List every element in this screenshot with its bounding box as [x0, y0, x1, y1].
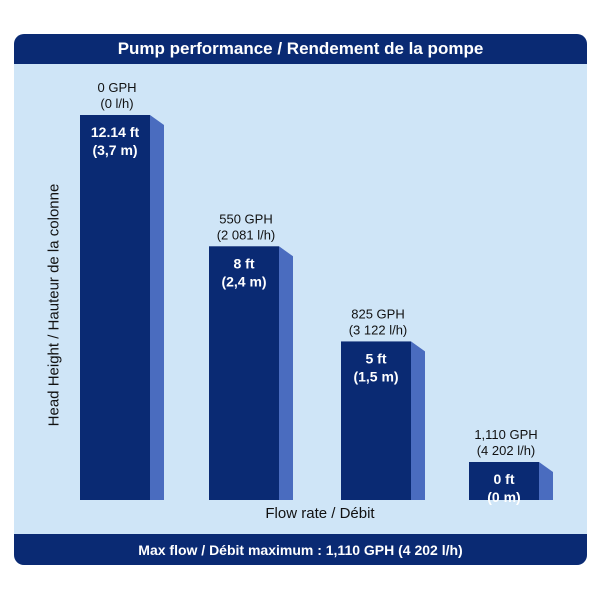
bar: [469, 462, 539, 500]
bar-value-sublabel: (2,4 m): [221, 273, 266, 289]
bar-value-sublabel: (3,7 m): [92, 142, 137, 158]
bar: [209, 246, 279, 500]
max-flow-footer: Max flow / Débit maximum : 1,110 GPH (4 …: [14, 534, 587, 565]
x-axis-label: Flow rate / Débit: [265, 505, 375, 522]
bar-value-label: 0 ft: [494, 471, 515, 487]
bar-side: [411, 341, 425, 500]
category-label: 1,110 GPH: [474, 427, 537, 442]
bar-value-label: 12.14 ft: [91, 124, 140, 140]
bar-value-sublabel: (0 m): [487, 489, 520, 505]
category-label: 0 GPH: [97, 80, 136, 95]
bar-side: [539, 462, 553, 500]
bar: [80, 115, 150, 500]
bar-side: [279, 246, 293, 500]
category-sublabel: (3 122 l/h): [349, 322, 408, 337]
bar-value-label: 8 ft: [234, 255, 255, 271]
category-sublabel: (0 l/h): [100, 96, 133, 111]
bar-side: [150, 115, 164, 500]
y-axis-label: Head Height / Hauteur de la colonne: [45, 183, 63, 427]
category-label: 825 GPH: [351, 306, 404, 321]
bar: [341, 341, 411, 500]
category-label: 550 GPH: [219, 211, 272, 226]
category-sublabel: (2 081 l/h): [217, 227, 276, 242]
chart-title: Pump performance / Rendement de la pompe: [14, 34, 587, 64]
category-sublabel: (4 202 l/h): [477, 443, 536, 458]
bar-value-sublabel: (1,5 m): [353, 368, 398, 384]
bar-value-label: 5 ft: [366, 350, 387, 366]
